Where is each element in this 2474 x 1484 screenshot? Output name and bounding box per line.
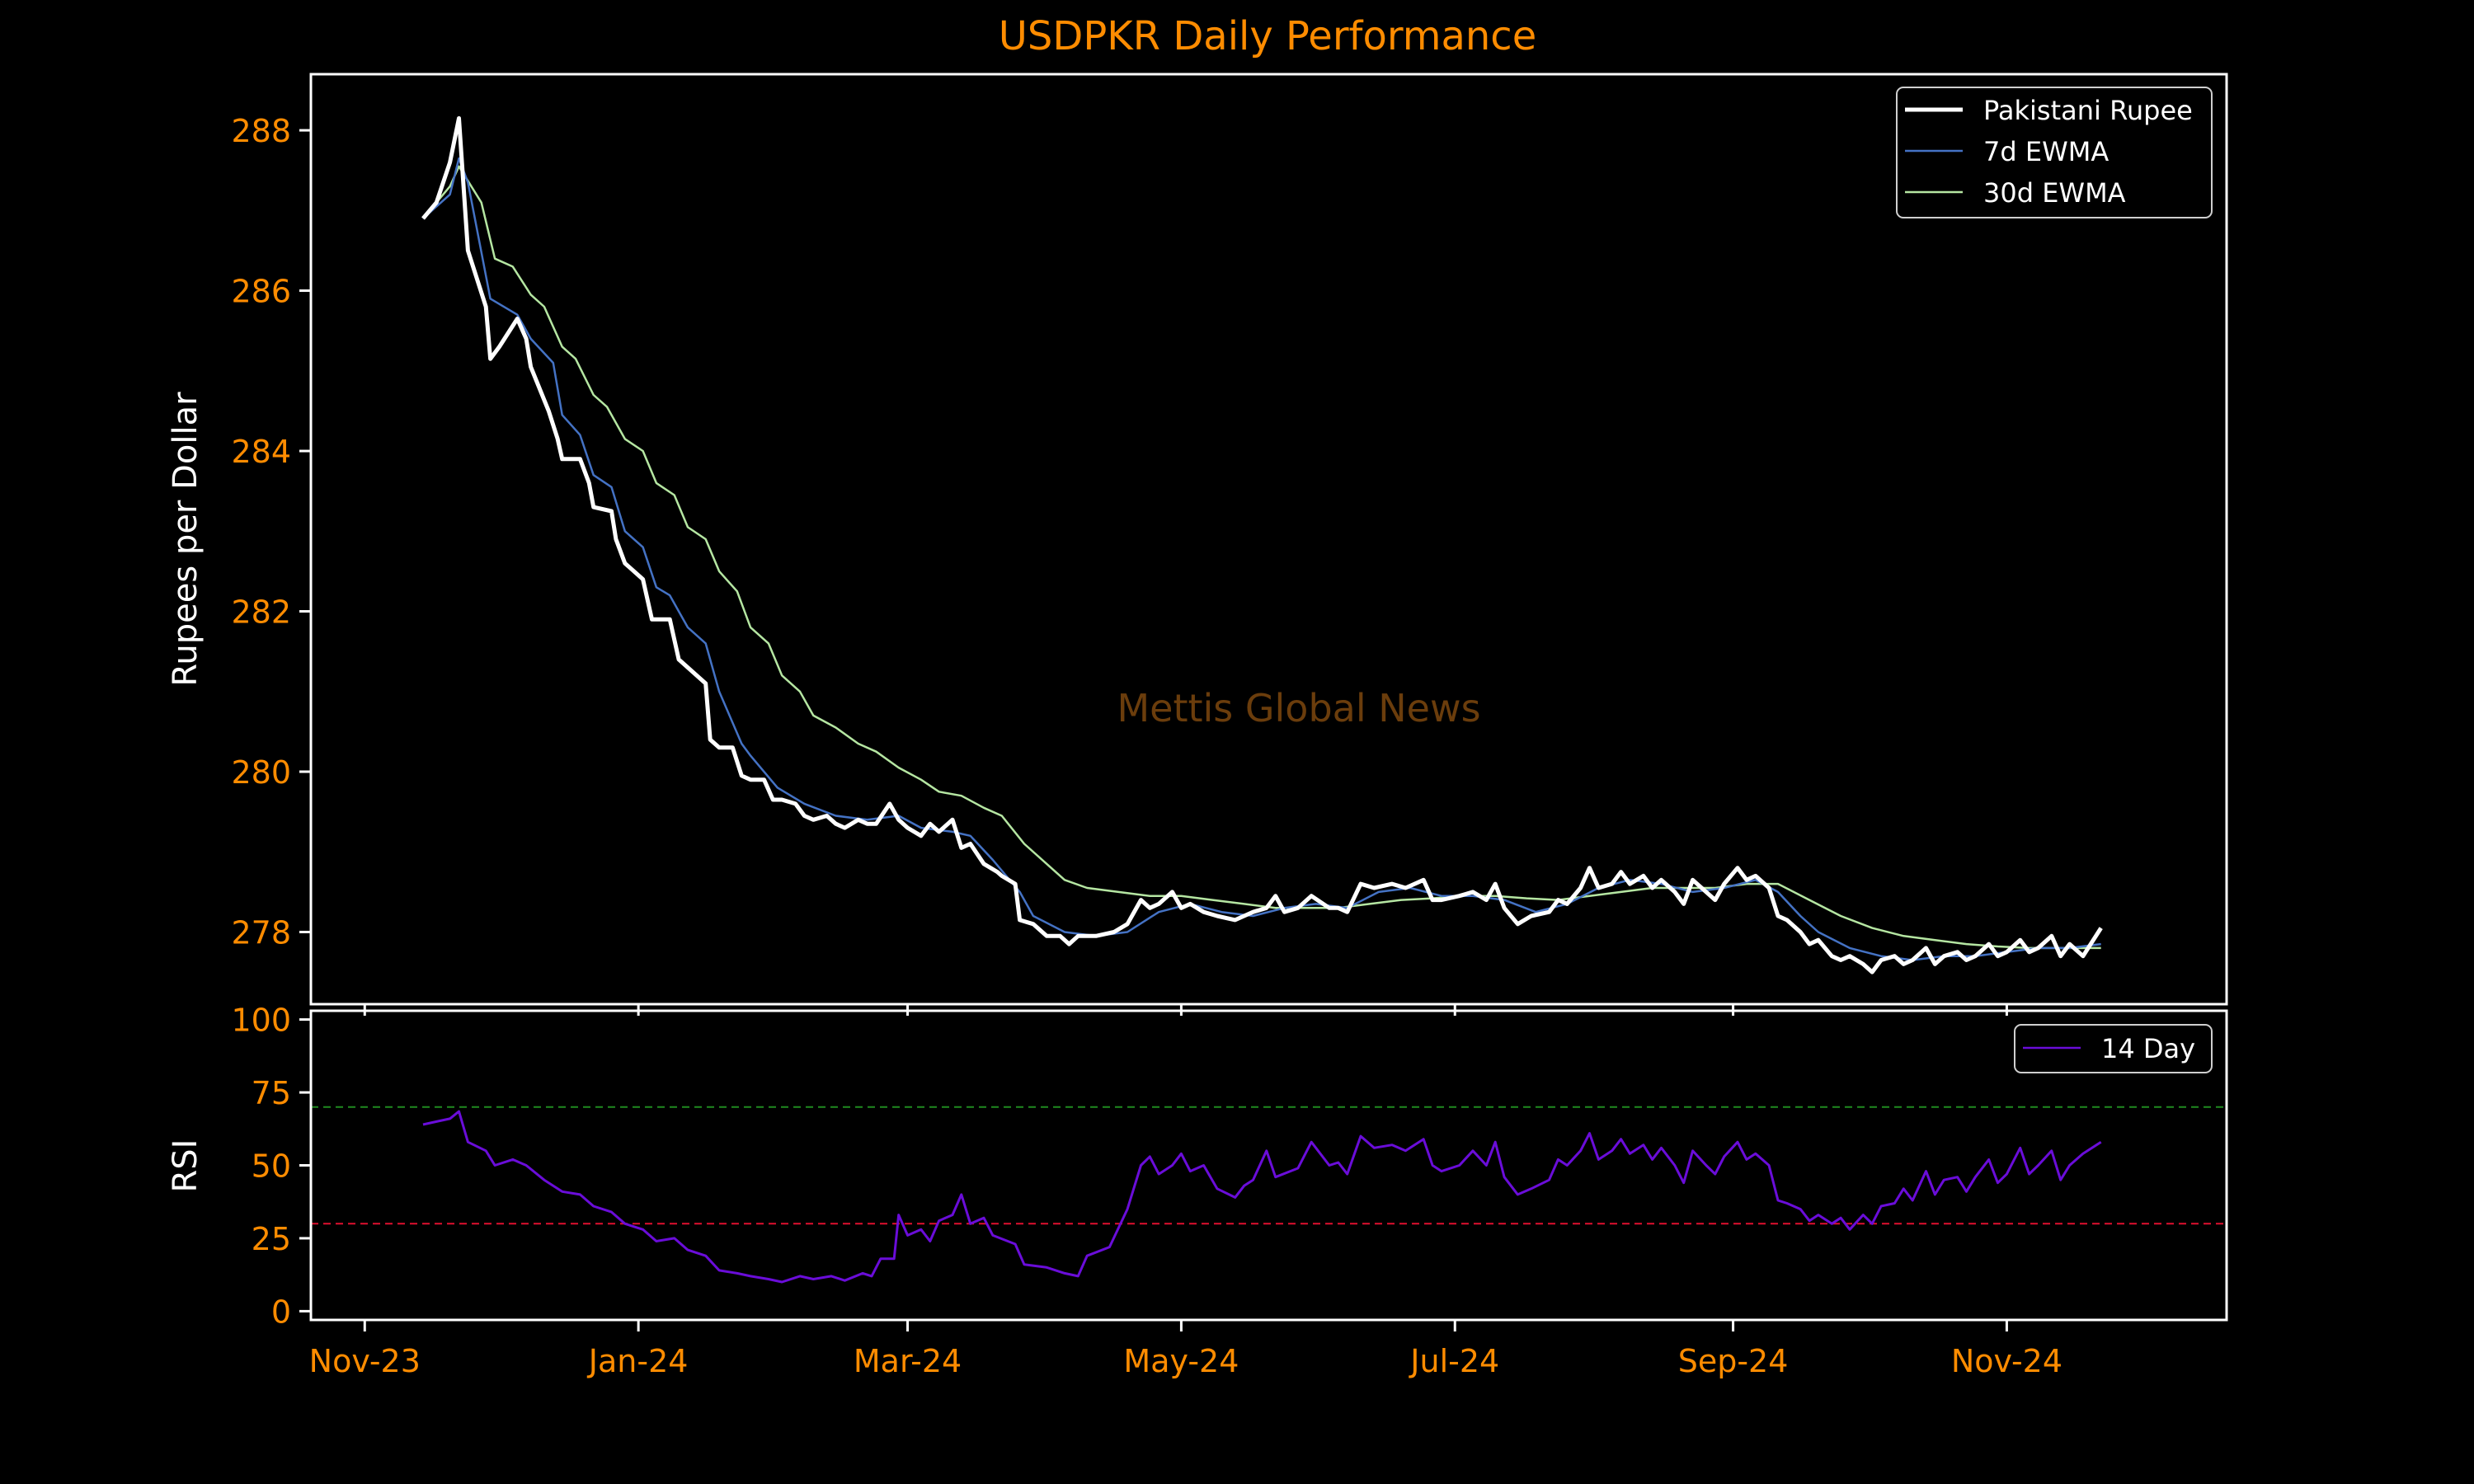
price-y-tick-label: 282	[231, 594, 291, 631]
x-tick-label: May-24	[1123, 1343, 1239, 1379]
rsi-series-lines	[422, 1110, 2102, 1284]
rsi-y-tick-label: 100	[231, 1003, 291, 1039]
x-tick-label: Nov-23	[309, 1343, 421, 1379]
rsi-x-ticks: Nov-23 Jan-24 Mar-24 May-24 Jul-24 Sep-24 Nov-…	[309, 1320, 2062, 1379]
legend-label-14-day: 14 Day	[2101, 1033, 2195, 1064]
x-tick-label: Jul-24	[1409, 1343, 1499, 1379]
price-panel-frame	[309, 73, 2228, 1006]
price-series-lines	[421, 116, 2103, 974]
price-y-tick-label: 278	[231, 914, 291, 951]
rsi-y-tick-label: 25	[252, 1221, 291, 1257]
rsi-y-tick-label: 0	[271, 1294, 291, 1330]
price-y-ticks: 278 280 282 284 286 288	[231, 113, 311, 951]
price-panel: 278 280 282 284 286 288 Rupees per Dollar Pak…	[167, 73, 2228, 1016]
x-tick-label: Mar-24	[854, 1343, 962, 1379]
rsi-legend-box	[2014, 1024, 2213, 1073]
rsi-reference-lines	[311, 1106, 2227, 1225]
rsi-legend: 14 Day	[2014, 1024, 2213, 1073]
rsi-y-axis-label: RSI	[167, 1139, 205, 1193]
legend-label-rupee: Pakistani Rupee	[1983, 95, 2193, 126]
x-tick-label: Nov-24	[1951, 1343, 2062, 1379]
price-y-tick-label: 284	[231, 434, 291, 470]
rsi-y-tick-label: 75	[252, 1075, 291, 1111]
x-tick-label: Sep-24	[1678, 1343, 1789, 1379]
price-y-tick-label: 288	[231, 113, 291, 149]
series-line-14-day	[422, 1110, 2102, 1284]
price-y-tick-label: 280	[231, 754, 291, 791]
legend-label-30d-ewma: 30d EWMA	[1983, 177, 2126, 209]
x-tick-label: Jan-24	[587, 1343, 689, 1379]
rsi-panel: 0 25 50 75 100 Nov-23 Jan-24 Mar-24 May-24 Jul-2…	[167, 1003, 2228, 1379]
watermark: Mettis Global News	[1117, 686, 1480, 730]
price-legend-box	[1896, 87, 2213, 218]
series-line-pakistani-rupee	[421, 116, 2103, 974]
rsi-y-ticks: 0 25 50 75 100	[231, 1003, 311, 1330]
price-y-axis-label: Rupees per Dollar	[167, 392, 205, 687]
price-y-tick-label: 286	[231, 274, 291, 310]
legend-label-7d-ewma: 7d EWMA	[1983, 136, 2109, 167]
price-legend: Pakistani Rupee 7d EWMA 30d EWMA	[1896, 87, 2213, 218]
rsi-y-tick-label: 50	[252, 1148, 291, 1185]
chart-title: USDPKR Daily Performance	[999, 13, 1536, 59]
